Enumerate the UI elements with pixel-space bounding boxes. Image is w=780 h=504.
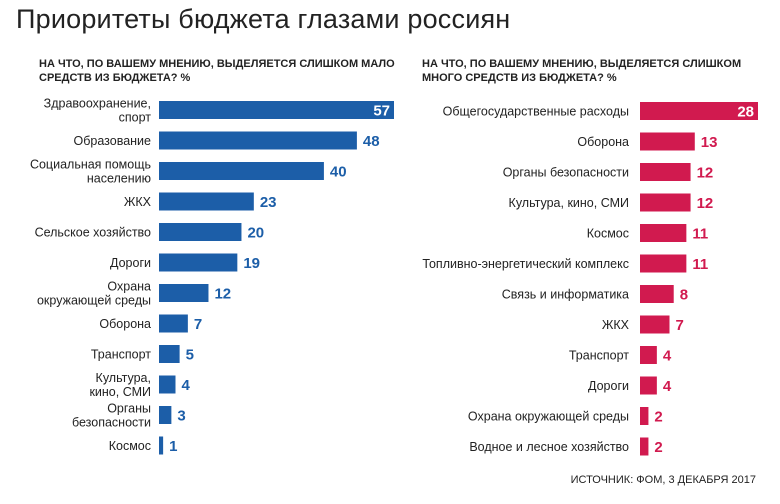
left-category-label-8: Оборона bbox=[99, 317, 151, 331]
left-category-label-7-line-1: Охрана bbox=[107, 280, 151, 294]
left-value-label-11: 3 bbox=[177, 408, 185, 425]
left-bar-2 bbox=[159, 131, 357, 150]
left-category-label-11-line-2: безопасности bbox=[72, 416, 151, 430]
right-value-label-4: 12 bbox=[697, 195, 714, 212]
left-bar-1 bbox=[159, 101, 394, 119]
left-category-label-11-line-1: Органы bbox=[107, 402, 151, 416]
right-value-label-11: 2 bbox=[654, 409, 662, 426]
right-category-label-7: Связь и информатика bbox=[502, 288, 629, 302]
left-category-label-12: Космос bbox=[109, 439, 151, 453]
left-value-label-1: 57 bbox=[373, 103, 390, 120]
left-bar-11 bbox=[159, 406, 172, 424]
right-category-label-5: Космос bbox=[587, 227, 629, 241]
left-bar-3 bbox=[159, 162, 324, 180]
right-value-label-12: 2 bbox=[654, 439, 662, 456]
right-value-label-7: 8 bbox=[680, 287, 688, 304]
right-value-label-9: 4 bbox=[663, 348, 672, 365]
left-bar-12 bbox=[159, 436, 164, 455]
right-value-label-1: 28 bbox=[737, 104, 754, 121]
right-category-label-4: Культура, кино, СМИ bbox=[509, 196, 629, 210]
right-value-label-6: 11 bbox=[692, 256, 708, 273]
left-value-label-8: 7 bbox=[194, 316, 202, 333]
left-category-label-5: Сельское хозяйство bbox=[35, 226, 151, 240]
right-bar-11 bbox=[640, 407, 649, 425]
right-category-label-1: Общегосударственные расходы bbox=[443, 105, 629, 119]
left-value-label-10: 4 bbox=[181, 377, 190, 394]
left-bar-9 bbox=[159, 345, 180, 363]
left-category-label-4: ЖКХ bbox=[124, 195, 152, 209]
left-category-label-1-line-1: Здравоохранение, bbox=[44, 97, 151, 111]
left-bar-4 bbox=[159, 192, 254, 211]
left-value-label-2: 48 bbox=[363, 133, 380, 150]
left-bar-7 bbox=[159, 284, 209, 302]
left-category-label-9: Транспорт bbox=[91, 348, 151, 362]
right-bar-2 bbox=[640, 132, 695, 151]
right-category-label-12: Водное и лесное хозяйство bbox=[469, 440, 629, 454]
right-bar-4 bbox=[640, 193, 691, 212]
left-bar-6 bbox=[159, 253, 238, 272]
right-bar-3 bbox=[640, 163, 691, 181]
left-chart-subtitle: НА ЧТО, ПО ВАШЕМУ МНЕНИЮ, ВЫДЕЛЯЕТСЯ СЛИ… bbox=[39, 58, 395, 84]
right-bar-9 bbox=[640, 346, 657, 364]
right-bar-5 bbox=[640, 224, 687, 242]
right-bar-8 bbox=[640, 315, 670, 334]
right-value-label-3: 12 bbox=[697, 165, 714, 182]
right-category-label-10: Дороги bbox=[588, 379, 629, 393]
left-bar-10 bbox=[159, 375, 176, 394]
left-category-label-1-line-2: спорт bbox=[119, 111, 152, 125]
left-category-label-10-line-1: Культура, bbox=[96, 371, 151, 385]
right-category-label-9: Транспорт bbox=[569, 349, 629, 363]
source-note: ИСТОЧНИК: ФОМ, 3 ДЕКАБРЯ 2017 bbox=[570, 474, 756, 486]
left-value-label-9: 5 bbox=[186, 347, 194, 364]
left-category-label-6: Дороги bbox=[110, 256, 151, 270]
right-category-label-3: Органы безопасности bbox=[503, 166, 629, 180]
right-category-label-2: Оборона bbox=[577, 135, 629, 149]
right-category-label-8: ЖКХ bbox=[602, 318, 630, 332]
left-value-label-7: 12 bbox=[214, 286, 231, 303]
left-value-label-4: 23 bbox=[260, 194, 277, 211]
left-category-label-3-line-2: населению bbox=[87, 172, 151, 186]
right-bar-10 bbox=[640, 376, 657, 395]
left-category-label-3-line-1: Социальная помощь bbox=[30, 158, 151, 172]
left-value-label-5: 20 bbox=[247, 225, 264, 242]
right-category-label-6: Топливно-энергетический комплекс bbox=[422, 257, 629, 271]
left-category-label-2: Образование bbox=[74, 134, 152, 148]
right-category-label-11: Охрана окружающей среды bbox=[468, 410, 629, 424]
right-value-label-5: 11 bbox=[692, 226, 708, 243]
left-bar-5 bbox=[159, 223, 242, 241]
left-category-label-10-line-2: кино, СМИ bbox=[89, 385, 151, 399]
right-value-label-8: 7 bbox=[676, 317, 684, 334]
right-bar-6 bbox=[640, 254, 687, 273]
left-category-label-7-line-2: окружающей среды bbox=[37, 294, 151, 308]
right-bar-7 bbox=[640, 285, 674, 303]
right-value-label-10: 4 bbox=[663, 378, 672, 395]
right-value-label-2: 13 bbox=[701, 134, 718, 151]
right-bar-12 bbox=[640, 437, 649, 456]
right-bar-1 bbox=[640, 102, 758, 120]
left-value-label-3: 40 bbox=[330, 164, 347, 181]
right-chart-subtitle: НА ЧТО, ПО ВАШЕМУ МНЕНИЮ, ВЫДЕЛЯЕТСЯ СЛИ… bbox=[422, 58, 742, 84]
left-value-label-12: 1 bbox=[169, 438, 177, 455]
left-value-label-6: 19 bbox=[243, 255, 260, 272]
page-title: Приоритеты бюджета глазами россиян bbox=[16, 4, 511, 34]
left-bar-8 bbox=[159, 314, 188, 333]
